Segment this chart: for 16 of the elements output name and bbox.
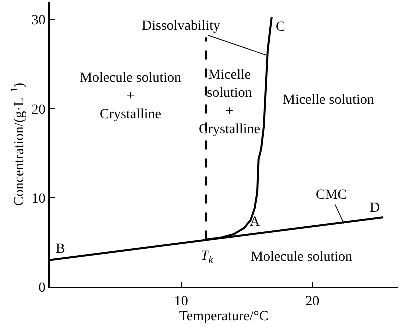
annotation: C <box>276 20 286 35</box>
annotation: T$_{k}$ <box>201 249 214 266</box>
annotation: CMC <box>316 188 348 203</box>
annotation: D <box>370 201 380 216</box>
y-tick-label: 0 <box>38 280 46 296</box>
y-tick-label: 30 <box>32 14 46 29</box>
annotation: B <box>56 242 66 257</box>
annotation: Molecule solution + Crystalline <box>80 71 182 122</box>
annotation: Micelle solution <box>283 93 374 108</box>
annotation: Micelle solution + Crystalline <box>199 68 260 138</box>
x-axis-title: Temperature/°C <box>179 309 269 324</box>
y-tick-label: 10 <box>32 192 46 207</box>
annotation: Dissolvability <box>142 19 221 34</box>
y-tick-label: 20 <box>32 102 46 118</box>
annotation: A <box>250 215 261 230</box>
annotation: Molecule solution <box>251 250 352 265</box>
